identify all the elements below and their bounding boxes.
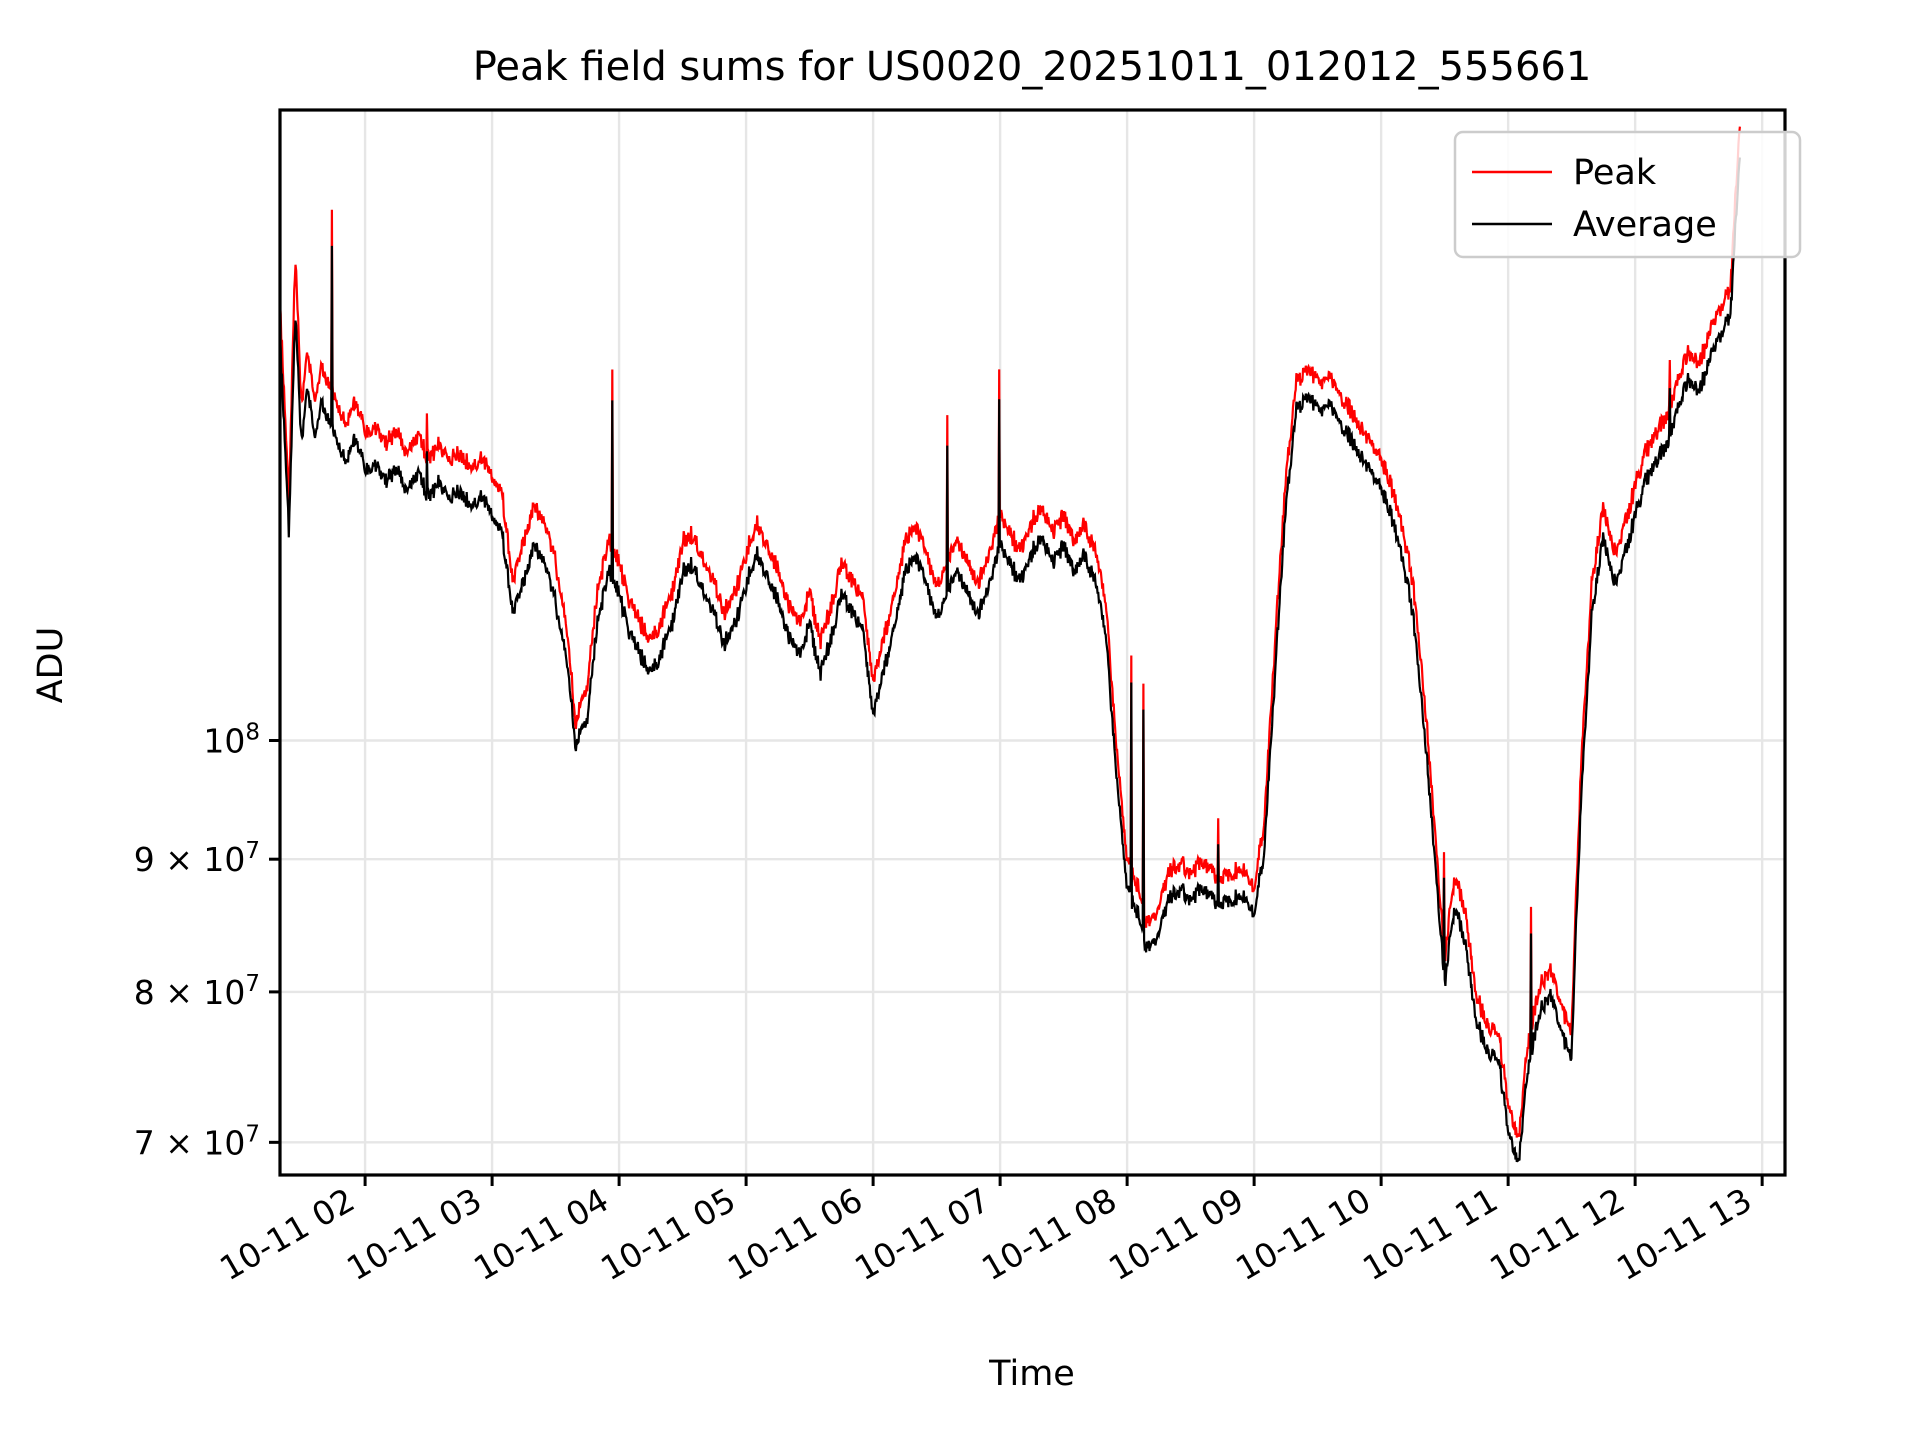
plot-area-background	[280, 110, 1785, 1175]
legend-box	[1453, 130, 1802, 259]
y-tick-label: 7 × 107	[134, 1121, 260, 1162]
y-tick-label: 9 × 107	[134, 838, 260, 879]
series-line-peak	[278, 126, 1741, 1138]
legend-label-peak: Peak	[1573, 153, 1657, 193]
chart-title: Peak field sums for US0020_20251011_0120…	[473, 44, 1592, 90]
x-gridlines	[363, 110, 1764, 1175]
y-axis-label: ADU	[31, 627, 71, 704]
legend-label-average: Average	[1573, 205, 1717, 245]
legend[interactable]: Peak Average	[1453, 130, 1802, 259]
x-tick-marks	[363, 1175, 1764, 1186]
y-tick-marks	[269, 738, 280, 1144]
series-line-average	[278, 157, 1741, 1163]
y-gridlines	[280, 739, 1785, 1144]
plot-spines	[278, 108, 1787, 1177]
y-tick-label: 108	[203, 719, 260, 760]
y-tick-label: 8 × 107	[134, 971, 260, 1012]
data-series-group	[278, 126, 1741, 1163]
x-axis-label: Time	[988, 1354, 1075, 1394]
y-tick-labels: 108 9 × 107 8 × 107 7 × 107	[134, 719, 260, 1162]
